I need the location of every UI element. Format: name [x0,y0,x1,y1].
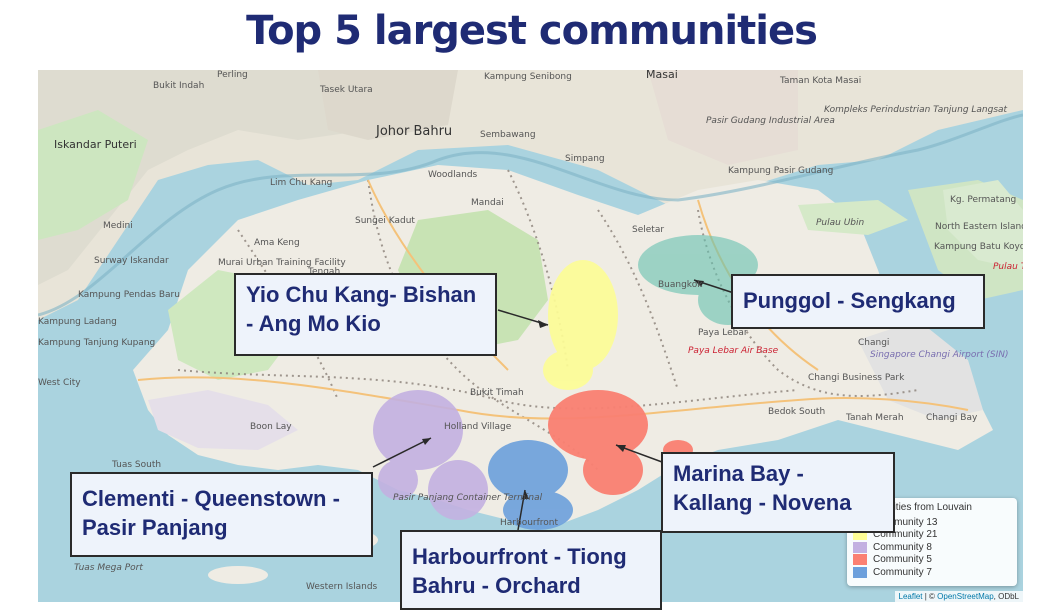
legend-swatch [853,566,867,578]
leader-clementi [372,437,432,468]
map-attribution: Leaflet | © OpenStreetMap, ODbL [894,591,1023,602]
callout-line: Harbourfront - Tiong [412,544,627,569]
legend-label: Community 8 [873,541,932,553]
place-label: Bukit Timah [470,388,524,398]
legend-label: Community 21 [873,529,938,541]
legend-swatch [853,541,867,553]
legend-label: Community 13 [873,516,938,528]
callout-line: Marina Bay - [673,461,804,486]
place-label: Kampung Ladang [38,317,117,327]
place-label: Tuas Mega Port [74,563,143,573]
place-label: North Eastern Islands [935,222,1023,232]
place-label: Changi [858,338,890,348]
place-label: Surway Iskandar [94,256,169,266]
place-label: Masai [646,70,678,81]
place-label: Perling [217,70,248,80]
community-8-cluster [373,390,488,520]
legend-item: Community 21 [853,529,1011,542]
callout-line: Pasir Panjang [82,515,228,540]
place-label: Seletar [632,225,665,235]
place-label: Pasir Panjang Container Terminal [393,493,543,503]
legend-label: Community 7 [873,566,932,578]
place-label: Paya Lebar [698,328,748,338]
place-label: Tengah [308,267,341,277]
place-label: Simpang [565,154,605,164]
place-label: Mandai [471,198,504,208]
place-label: Changi Business Park [808,373,905,383]
callout-line: Kallang - Novena [673,490,852,515]
place-label: Pasir Gudang Industrial Area [706,116,835,126]
callout-clementi: Clementi - Queenstown - Pasir Panjang [70,472,373,557]
callout-line: Clementi - Queenstown - [82,486,340,511]
callout-line: Yio Chu Kang- Bishan [246,282,477,307]
place-label: Kampung Pendas Baru [78,290,180,300]
place-label: Johor Bahru [376,124,453,139]
place-label: Pulau Ubin [816,218,865,228]
place-label: Sungei Kadut [355,216,415,226]
legend-title: Communities from Louvain [853,502,972,513]
callout-punggol: Punggol - Sengkang [731,274,985,329]
place-label: Iskandar Puteri [54,138,137,151]
attribution-tail: , ODbL [993,592,1019,601]
place-label: Kampung Batu Koyok [934,242,1023,252]
place-label: Singapore Changi Airport (SIN) [870,350,1009,360]
place-label: Tuas South [112,460,162,470]
place-label: Kompleks Perindustrian Tanjung Langsat [824,105,1008,115]
place-label: Holland Village [444,422,512,432]
legend-swatch [853,529,867,541]
callout-yio-chu-kang: Yio Chu Kang- Bishan - Ang Mo Kio [234,273,497,356]
place-label: Sembawang [480,130,536,140]
place-label: Buangkok [658,280,703,290]
place-label: West City [38,378,81,388]
place-label: Kampung Senibong [484,72,572,82]
legend-label: Community 5 [873,554,932,566]
attribution-separator: | © [922,592,938,601]
leaflet-link[interactable]: Leaflet [898,592,923,601]
callout-marina-bay: Marina Bay - Kallang - Novena [661,452,895,533]
place-label: Bukit Indah [153,81,205,91]
legend-swatch [853,554,867,566]
place-label: Harbourfront [500,518,559,528]
place-label: Boon Lay [250,422,292,432]
place-label: Taman Kota Masai [780,76,862,86]
place-label: Western Islands [306,582,378,592]
place-label: Bedok South [768,407,826,417]
legend-item: Community 5 [853,554,1011,567]
place-label: Tanah Merah [846,413,904,423]
place-label: Tasek Utara [320,85,373,95]
place-label: Kampung Pasir Gudang [728,166,834,176]
callout-line: Punggol - Sengkang [743,288,956,313]
place-label: Pulau Tekong [993,262,1023,272]
callout-line: - Ang Mo Kio [246,311,381,336]
place-label: Medini [103,221,133,231]
osm-link[interactable]: OpenStreetMap [937,592,994,601]
callout-harbourfront: Harbourfront - Tiong Bahru - Orchard [400,530,662,610]
callout-line: Bahru - Orchard [412,573,581,598]
place-label: Kampung Tanjung Kupang [38,338,156,348]
map-view[interactable]: Perling Bukit Indah Iskandar Puteri Joho… [38,70,1023,602]
place-label: Murai Urban Training Facility [218,258,346,268]
place-label: Woodlands [428,170,478,180]
place-label: Paya Lebar Air Base [688,346,779,356]
page-title: Top 5 largest communities [246,8,818,54]
community-13-21-cluster [543,260,618,390]
place-label: Lim Chu Kang [270,178,333,188]
place-label: Changi Bay [926,413,978,423]
place-label: Kg. Permatang [950,195,1017,205]
legend-item: Community 8 [853,541,1011,554]
legend-item: Community 7 [853,566,1011,579]
place-label: Ama Keng [254,238,300,248]
